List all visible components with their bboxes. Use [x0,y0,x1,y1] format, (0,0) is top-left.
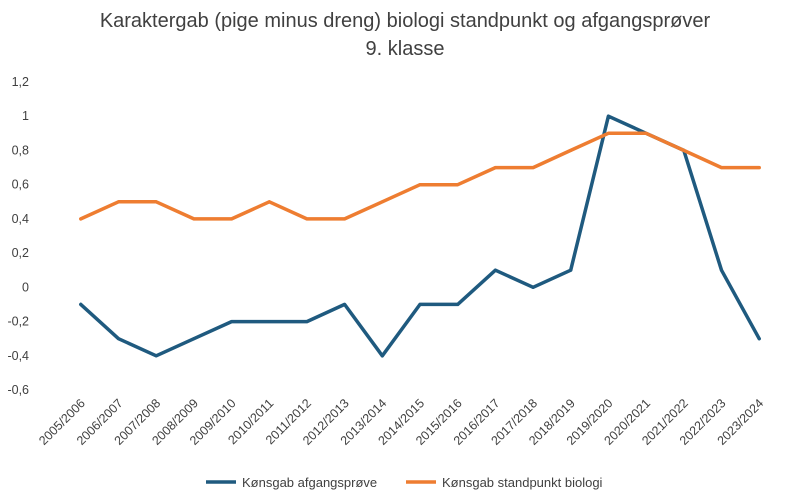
y-axis-ticks: -0,6 -0,4 -0,2 0 0,2 0,4 0,6 0,8 1 1,2 [7,75,29,397]
y-tick-label: 0,2 [12,246,29,260]
data-point [117,200,121,204]
data-point [531,285,535,289]
chart-subtitle: 9. klasse [366,38,445,60]
data-point [569,268,573,272]
data-point [456,302,460,306]
data-point [531,166,535,170]
data-point [343,217,347,221]
y-tick-label: 1,2 [12,75,29,89]
data-point [117,337,121,341]
data-point [192,217,196,221]
series-line-standpunkt [79,131,761,221]
data-point [267,320,271,324]
data-point [606,131,610,135]
y-tick-label: 0,4 [12,212,29,226]
data-point [305,320,309,324]
data-point [154,354,158,358]
data-point [380,354,384,358]
data-point [192,337,196,341]
data-point [682,148,686,152]
data-point [644,131,648,135]
legend-label-standpunkt: Kønsgab standpunkt biologi [442,475,603,490]
y-tick-label: 1 [22,109,29,123]
data-point [569,148,573,152]
data-point [418,183,422,187]
data-point [493,166,497,170]
legend: Kønsgab afgangsprøve Kønsgab standpunkt … [206,475,603,490]
data-point [757,337,761,341]
y-tick-label: 0,6 [12,178,29,192]
x-axis-ticks: 2005/20062006/20072007/20082008/20092009… [36,396,766,448]
chart-title: Karaktergab (pige minus dreng) biologi s… [100,10,711,32]
y-tick-label: -0,2 [7,315,29,329]
data-point [79,217,83,221]
data-point [343,302,347,306]
data-point [418,302,422,306]
series-lines [79,114,761,358]
data-point [606,114,610,118]
y-tick-label: 0,8 [12,143,29,157]
data-point [79,302,83,306]
data-point [154,200,158,204]
data-point [493,268,497,272]
y-tick-label: 0 [22,280,29,294]
data-point [719,268,723,272]
data-point [456,183,460,187]
data-point [757,166,761,170]
data-point [267,200,271,204]
series-line-afgangsprove [79,114,761,358]
data-point [380,200,384,204]
y-tick-label: -0,6 [7,383,29,397]
data-point [230,320,234,324]
data-point [230,217,234,221]
data-point [719,166,723,170]
y-tick-label: -0,4 [7,349,29,363]
legend-label-afgangsprove: Kønsgab afgangsprøve [242,475,377,490]
data-point [305,217,309,221]
